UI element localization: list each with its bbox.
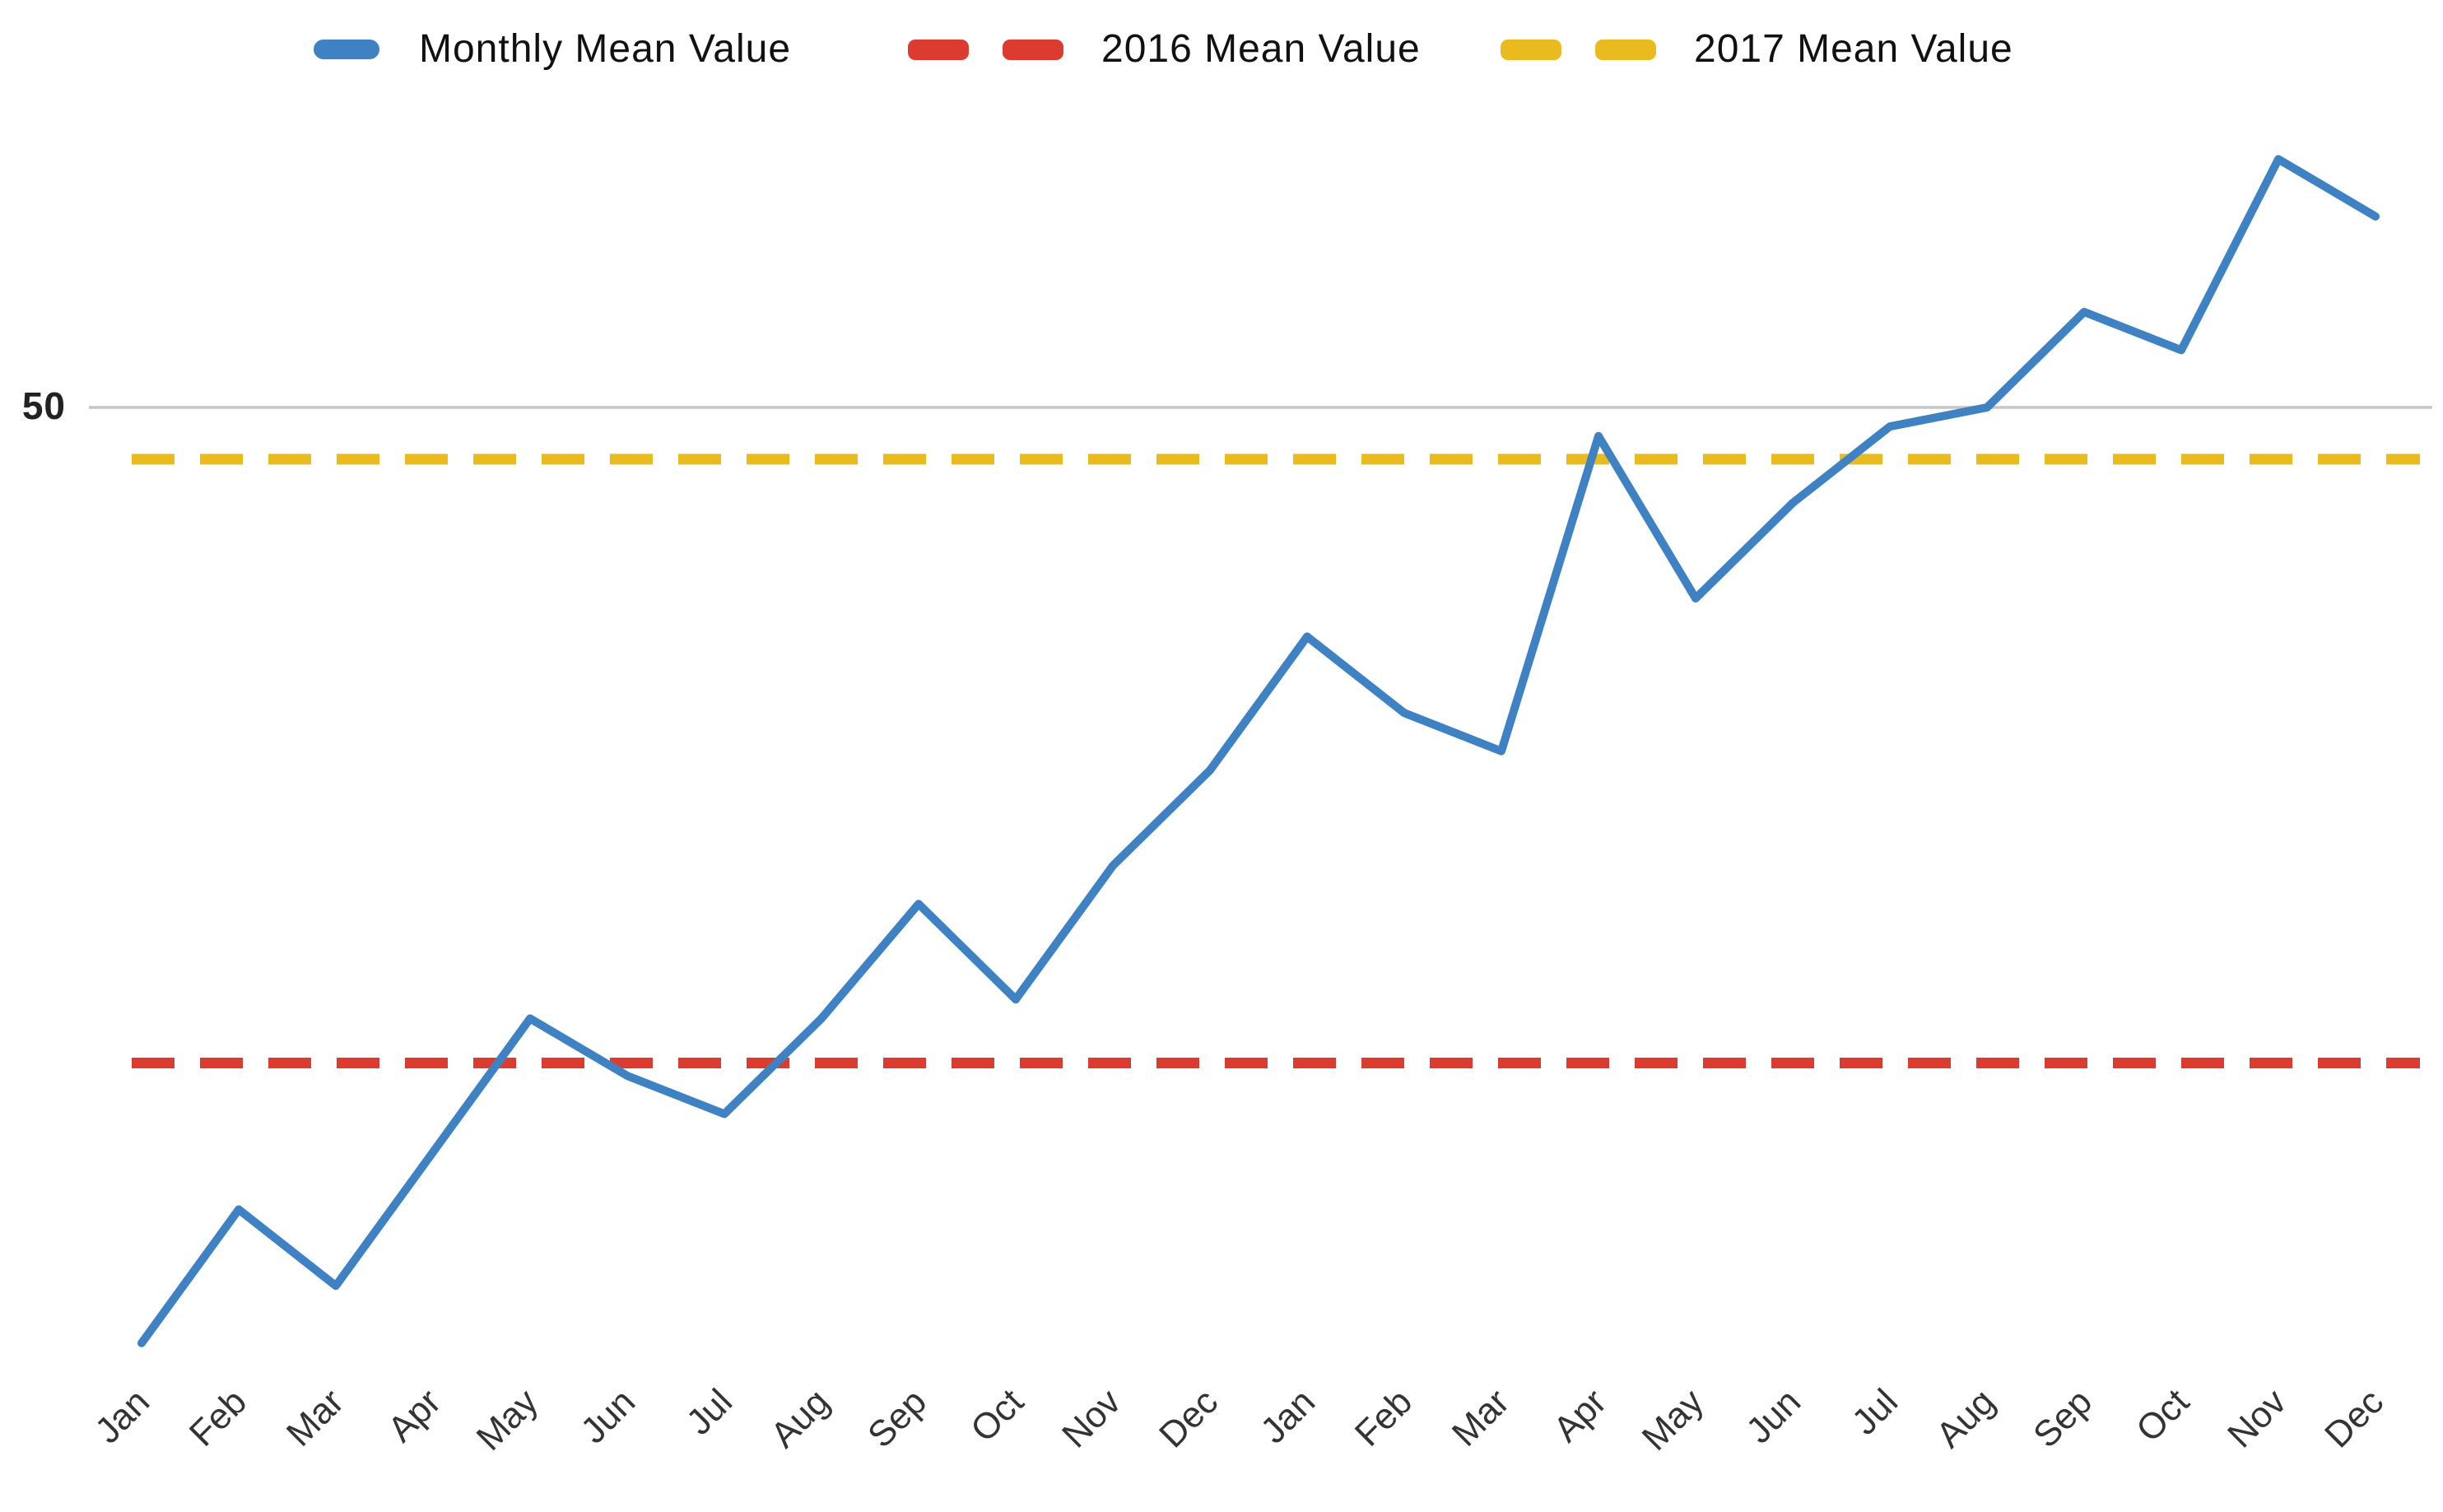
x-tick-label-13: Feb [1347,1381,1420,1454]
x-tick-label-23: Dec [2317,1381,2391,1455]
legend-swatch-2017-mean-dash2 [1595,39,1656,60]
legend-label-2017-mean: 2017 Mean Value [1694,27,2013,71]
legend-label-monthly-mean: Monthly Mean Value [419,27,792,71]
y-axis-tick-label-50: 50 [21,384,66,427]
legend-swatch-monthly-mean [314,40,379,59]
x-tick-label-14: Mar [1445,1381,1517,1454]
x-tick-label-22: Nov [2220,1381,2294,1455]
legend-swatch-2016-mean-dash2 [1003,39,1063,60]
legend-label-2016-mean: 2016 Mean Value [1101,27,1421,71]
x-tick-label-7: Aug [763,1381,837,1455]
x-tick-label-8: Sep [860,1381,934,1455]
legend-item-2017-mean: 2017 Mean Value [1501,23,2013,76]
x-tick-label-4: May [469,1381,546,1458]
legend-swatch-2017-mean-dash1 [1501,39,1561,60]
x-tick-label-15: Apr [1546,1381,1614,1449]
x-tick-label-11: Dec [1152,1381,1226,1455]
monthly-mean-line [137,155,2380,1347]
x-tick-label-12: Jan [1253,1381,1323,1451]
x-tick-label-3: Apr [380,1381,449,1449]
x-tick-label-1: Feb [182,1381,254,1454]
x-tick-label-9: Oct [963,1381,1031,1449]
x-tick-label-17: Jun [1738,1381,1808,1451]
x-tick-label-2: Mar [279,1381,351,1454]
x-tick-label-16: May [1635,1381,1711,1458]
x-tick-label-6: Jul [679,1381,740,1442]
x-tick-label-18: Jul [1845,1381,1906,1442]
x-tick-label-0: Jan [87,1381,157,1451]
legend: Monthly Mean Value 2016 Mean Value 2017 … [0,0,2443,91]
x-tick-label-19: Aug [1929,1381,2003,1455]
legend-item-2016-mean: 2016 Mean Value [908,23,1421,76]
x-tick-label-5: Jun [573,1381,643,1451]
x-tick-label-21: Oct [2129,1381,2197,1449]
x-tick-label-20: Sep [2026,1381,2100,1455]
x-tick-label-10: Nov [1054,1381,1128,1455]
legend-item-monthly-mean: Monthly Mean Value [314,23,791,76]
legend-swatch-2016-mean-dash1 [908,39,969,60]
